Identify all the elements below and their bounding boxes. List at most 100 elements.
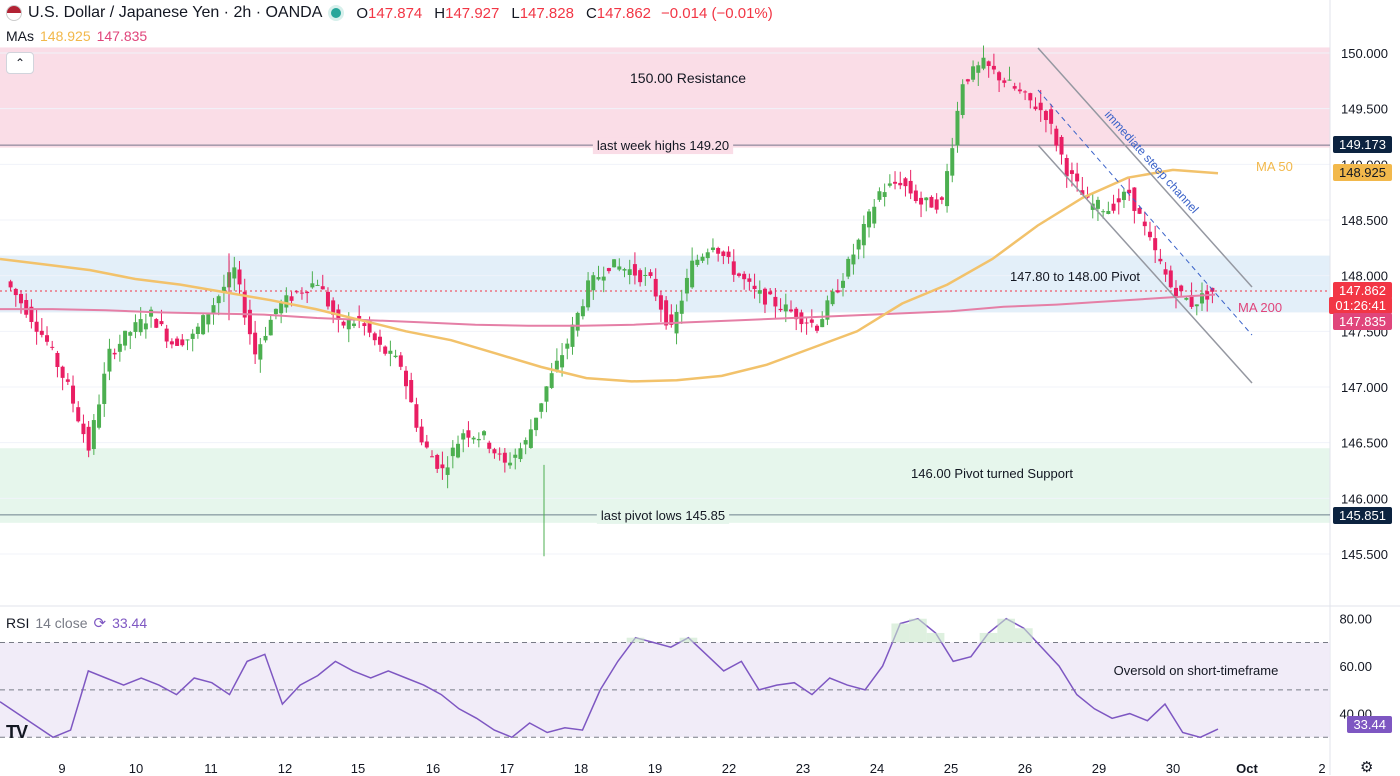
x-tick-label: Oct bbox=[1236, 761, 1258, 775]
mas-label[interactable]: MAs bbox=[6, 28, 34, 44]
candle-body bbox=[65, 379, 70, 382]
candle-body bbox=[950, 148, 955, 176]
y-tick-label: 149.500 bbox=[1341, 102, 1388, 117]
candle-body bbox=[575, 312, 580, 331]
candle-body bbox=[315, 284, 320, 286]
candle-body bbox=[34, 321, 39, 332]
candle-body bbox=[820, 319, 825, 328]
rsi-overbought-fill bbox=[1015, 628, 1033, 643]
candle-body bbox=[690, 260, 695, 288]
candle-body bbox=[830, 291, 835, 305]
candle-body bbox=[887, 183, 892, 186]
candle-body bbox=[523, 440, 528, 445]
candle-body bbox=[430, 456, 435, 458]
candle-body bbox=[492, 449, 497, 454]
x-tick-label: 30 bbox=[1166, 761, 1180, 775]
candle-body bbox=[1017, 89, 1022, 92]
zone-0 bbox=[0, 47, 1330, 148]
candle-body bbox=[1033, 106, 1038, 110]
x-tick-label: 10 bbox=[129, 761, 143, 775]
candle-body bbox=[424, 441, 429, 448]
candle-body bbox=[981, 57, 986, 69]
candle-body bbox=[835, 290, 840, 293]
candle-body bbox=[658, 295, 663, 310]
zone-label-support: 146.00 Pivot turned Support bbox=[911, 466, 1073, 481]
candle-body bbox=[86, 426, 91, 451]
candle-body bbox=[752, 285, 757, 290]
candle-body bbox=[325, 291, 330, 307]
x-tick-label: 17 bbox=[500, 761, 514, 775]
tradingview-logo-icon[interactable]: TV bbox=[6, 722, 28, 742]
candle-body bbox=[1163, 269, 1168, 275]
symbol-title[interactable]: U.S. Dollar / Japanese Yen · 2h · OANDA bbox=[28, 4, 323, 21]
candle-body bbox=[1116, 198, 1121, 203]
candle-body bbox=[622, 269, 627, 271]
candle-body bbox=[487, 442, 492, 449]
candle-body bbox=[372, 333, 377, 341]
candle-body bbox=[357, 315, 362, 319]
candle-body bbox=[419, 426, 424, 443]
candle-body bbox=[1173, 287, 1178, 298]
ma50-line bbox=[0, 168, 1219, 383]
x-tick-label: 16 bbox=[426, 761, 440, 775]
candle-body bbox=[1023, 91, 1028, 93]
candle-body bbox=[669, 314, 674, 325]
candle-body bbox=[175, 338, 180, 346]
candle-body bbox=[221, 286, 226, 293]
rsi-overbought-fill bbox=[679, 637, 698, 643]
candle-body bbox=[1158, 258, 1163, 262]
candle-body bbox=[1075, 173, 1080, 182]
candle-body bbox=[502, 452, 507, 463]
candle-body bbox=[815, 325, 820, 331]
candle-body bbox=[648, 272, 653, 276]
x-tick-label: 11 bbox=[204, 761, 218, 775]
candle-body bbox=[258, 344, 263, 360]
candle-body bbox=[991, 65, 996, 70]
candle-body bbox=[24, 300, 29, 315]
candle-body bbox=[898, 182, 903, 186]
candle-body bbox=[971, 66, 976, 80]
candle-body bbox=[97, 404, 102, 428]
x-tick-label: 12 bbox=[278, 761, 292, 775]
candle-body bbox=[102, 373, 107, 404]
candle-body bbox=[273, 308, 278, 315]
candle-body bbox=[783, 304, 788, 312]
rsi-overbought-fill bbox=[891, 623, 910, 643]
ma200-value: 147.835 bbox=[96, 28, 148, 44]
rsi-label: RSI bbox=[6, 615, 30, 631]
high-label: H bbox=[434, 4, 446, 22]
candle-body bbox=[684, 277, 689, 294]
candle-body bbox=[721, 251, 726, 257]
candle-body bbox=[1106, 211, 1111, 214]
y-tick-label: 146.000 bbox=[1341, 491, 1388, 506]
candle-body bbox=[1012, 86, 1017, 89]
candle-body bbox=[565, 343, 570, 349]
candle-body bbox=[1080, 190, 1085, 195]
collapse-legend-button[interactable]: ⌃ bbox=[6, 52, 34, 74]
ma200-line bbox=[0, 293, 1216, 327]
candle-body bbox=[409, 380, 414, 403]
settings-gear-icon[interactable]: ⚙ bbox=[1360, 759, 1374, 776]
candle-body bbox=[133, 322, 138, 332]
candle-body bbox=[965, 79, 970, 82]
candle-body bbox=[149, 309, 154, 317]
candle-body bbox=[736, 273, 741, 276]
zone-label-resistance: 150.00 Resistance bbox=[630, 70, 746, 86]
candle-body bbox=[549, 373, 554, 388]
candle-body bbox=[1168, 270, 1173, 288]
candle-body bbox=[403, 370, 408, 387]
candle-body bbox=[13, 288, 18, 296]
rsi-tick-label: 80.00 bbox=[1339, 612, 1372, 627]
rsi-header[interactable]: RSI 14 close ⟳ 33.44 bbox=[6, 614, 147, 632]
candle-body bbox=[414, 404, 419, 428]
candle-body bbox=[934, 199, 939, 210]
x-tick-label: 19 bbox=[648, 761, 662, 775]
candle-body bbox=[841, 280, 846, 288]
candle-body bbox=[1147, 231, 1152, 238]
x-tick-label: 26 bbox=[1018, 761, 1032, 775]
candle-body bbox=[773, 296, 778, 307]
candle-body bbox=[398, 355, 403, 367]
zone-label-pivot: 147.80 to 148.00 Pivot bbox=[1010, 269, 1140, 284]
candle-body bbox=[123, 330, 128, 346]
